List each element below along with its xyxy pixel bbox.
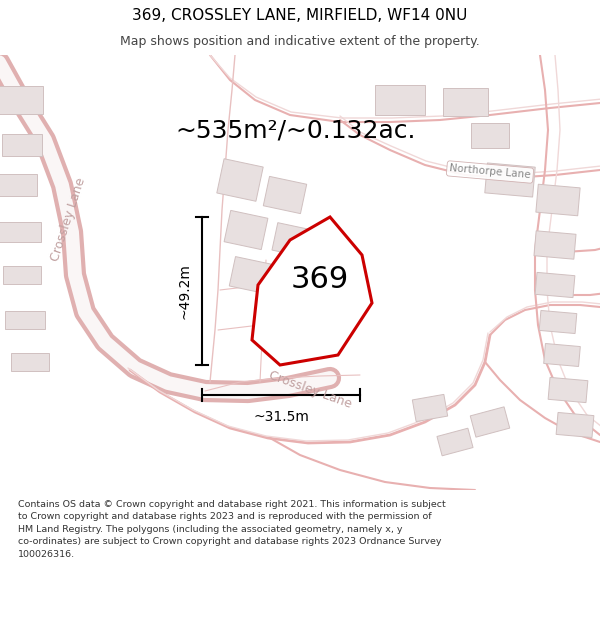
Polygon shape (0, 174, 37, 196)
Polygon shape (539, 311, 577, 334)
Polygon shape (544, 344, 580, 366)
Polygon shape (2, 134, 42, 156)
Polygon shape (471, 122, 509, 148)
Polygon shape (548, 378, 588, 402)
Polygon shape (217, 159, 263, 201)
Text: Northorpe Lane: Northorpe Lane (449, 164, 531, 181)
Polygon shape (272, 222, 312, 258)
Polygon shape (5, 311, 45, 329)
Polygon shape (229, 257, 271, 293)
Polygon shape (536, 184, 580, 216)
Text: ~49.2m: ~49.2m (178, 263, 192, 319)
Polygon shape (437, 428, 473, 456)
Polygon shape (412, 394, 448, 422)
Polygon shape (470, 407, 510, 437)
Polygon shape (0, 86, 43, 114)
Polygon shape (3, 266, 41, 284)
Text: Crossley Lane: Crossley Lane (267, 369, 353, 411)
Polygon shape (556, 412, 594, 437)
Text: ~31.5m: ~31.5m (253, 410, 309, 424)
Polygon shape (485, 163, 535, 197)
Text: Map shows position and indicative extent of the property.: Map shows position and indicative extent… (120, 35, 480, 48)
Polygon shape (443, 88, 487, 116)
Polygon shape (534, 231, 576, 259)
Polygon shape (224, 211, 268, 249)
Text: ~535m²/~0.132ac.: ~535m²/~0.132ac. (175, 118, 415, 142)
Polygon shape (263, 176, 307, 214)
Polygon shape (276, 269, 314, 301)
Text: Crossley Lane: Crossley Lane (49, 176, 88, 264)
Text: 369, CROSSLEY LANE, MIRFIELD, WF14 0NU: 369, CROSSLEY LANE, MIRFIELD, WF14 0NU (133, 8, 467, 23)
Polygon shape (0, 222, 41, 242)
Polygon shape (375, 85, 425, 115)
Polygon shape (535, 272, 575, 298)
Text: Contains OS data © Crown copyright and database right 2021. This information is : Contains OS data © Crown copyright and d… (18, 499, 446, 559)
Polygon shape (11, 353, 49, 371)
Polygon shape (252, 217, 372, 365)
Text: 369: 369 (291, 266, 349, 294)
